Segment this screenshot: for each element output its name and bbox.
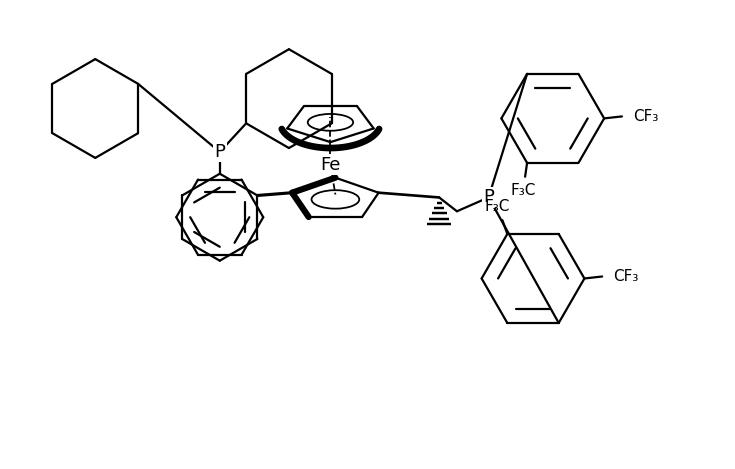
Text: CF₃: CF₃ (613, 269, 639, 284)
Text: P: P (483, 189, 494, 206)
Text: P: P (215, 143, 225, 161)
Text: F₃C: F₃C (510, 183, 536, 198)
Text: F₃C: F₃C (485, 199, 510, 214)
Text: Fe: Fe (320, 156, 340, 174)
Text: CF₃: CF₃ (633, 109, 659, 124)
